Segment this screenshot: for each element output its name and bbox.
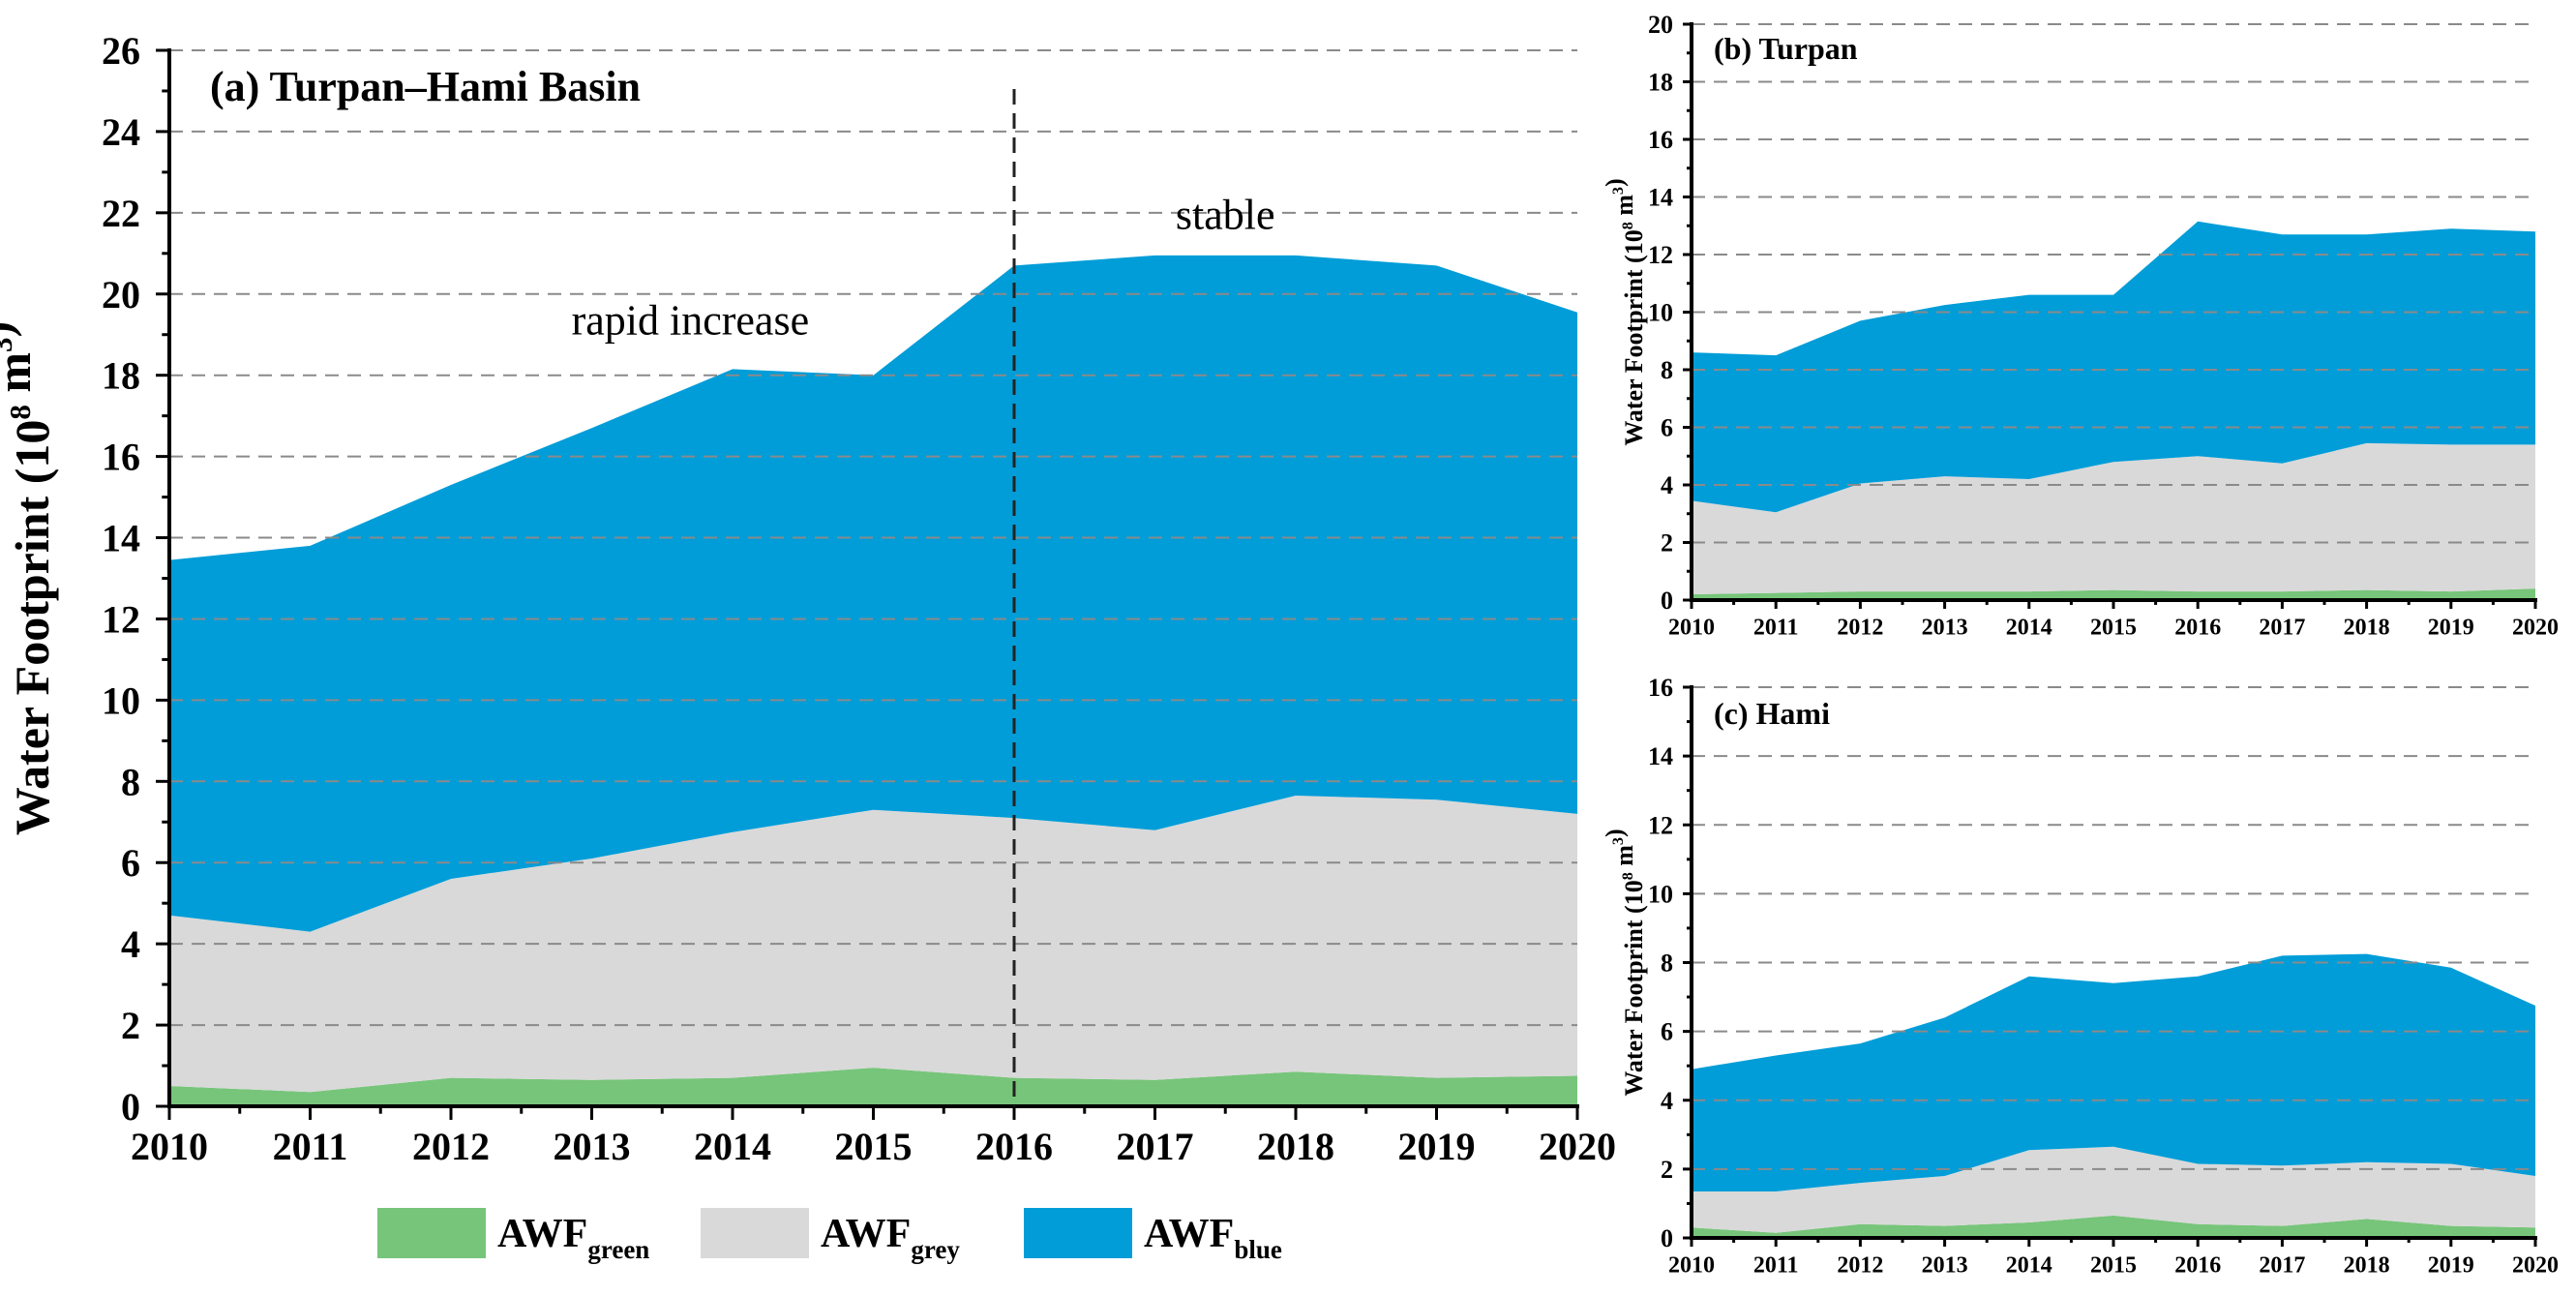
y-tick-label: 26 — [102, 29, 140, 73]
x-tick-label: 2012 — [1837, 615, 1883, 640]
y-tick-label: 20 — [1648, 11, 1673, 39]
x-tick-label: 2020 — [2512, 615, 2559, 640]
legend: AWFgreen AWFgrey AWFblue — [377, 1208, 1282, 1264]
area-awf-blue-panel-a — [169, 255, 1577, 932]
x-tick-label: 2015 — [2090, 1252, 2137, 1278]
chart-panel-b: 0 2 4 6 8 10 12 14 16 18 20 2010 2011 2012 2013 2014 201… — [1601, 11, 2559, 640]
x-tick-label: 2013 — [1922, 615, 1968, 640]
y-tick-label: 12 — [1648, 241, 1673, 269]
y-tick-label: 2 — [1661, 1156, 1673, 1184]
area-awf-green-panel-a — [169, 1068, 1577, 1106]
x-tick-label: 2018 — [2344, 1252, 2390, 1278]
x-tick-label: 2019 — [2428, 615, 2474, 640]
x-tick-label: 2018 — [2344, 615, 2390, 640]
y-tick-label: 4 — [1661, 471, 1673, 499]
x-tick-label: 2020 — [1539, 1125, 1616, 1168]
y-tick-label: 8 — [121, 760, 140, 803]
x-tick-label: 2016 — [975, 1125, 1053, 1168]
y-tick-label: 16 — [102, 436, 140, 479]
x-tick-label: 2015 — [835, 1125, 913, 1168]
x-tick-label: 2014 — [694, 1125, 771, 1168]
x-tick-label: 2016 — [2174, 615, 2221, 640]
y-tick-label: 12 — [1648, 811, 1673, 839]
x-tick-label: 2013 — [1922, 1252, 1968, 1278]
x-tick-label: 2010 — [1668, 1252, 1715, 1278]
x-tick-label: 2012 — [412, 1125, 490, 1168]
annotation-rapid-increase: rapid increase — [572, 297, 810, 345]
y-tick-label: 8 — [1661, 356, 1673, 384]
y-tick-label: 16 — [1648, 674, 1673, 702]
legend-swatch-blue — [1024, 1208, 1132, 1258]
y-tick-label: 18 — [1648, 69, 1673, 97]
x-tick-label: 2017 — [1117, 1125, 1194, 1168]
area-awf-grey-panel-b — [1692, 442, 2535, 594]
x-tick-label: 2019 — [2428, 1252, 2474, 1278]
x-tick-label: 2012 — [1837, 1252, 1883, 1278]
x-tick-label: 2014 — [2006, 1252, 2052, 1278]
x-tick-label: 2017 — [2259, 615, 2305, 640]
x-tick-label: 2013 — [554, 1125, 631, 1168]
y-tick-label: 14 — [1648, 742, 1673, 770]
y-tick-label: 10 — [102, 678, 140, 722]
area-awf-green-panel-c — [1692, 1215, 2535, 1238]
y-tick-label: 8 — [1661, 949, 1673, 978]
y-tick-label: 2 — [121, 1004, 140, 1047]
panel-title-a: (a) Turpan–Hami Basin — [210, 63, 641, 110]
legend-label-grey: AWFgrey — [821, 1212, 960, 1264]
y-tick-label: 14 — [102, 517, 140, 560]
legend-swatch-grey — [701, 1208, 809, 1258]
y-tick-label: 16 — [1648, 126, 1673, 154]
y-tick-label: 6 — [1661, 1018, 1673, 1046]
panel-title-b: (b) Turpan — [1714, 31, 1858, 66]
x-tick-label: 2019 — [1398, 1125, 1476, 1168]
y-tick-label: 0 — [121, 1085, 140, 1129]
area-awf-blue-panel-b — [1692, 221, 2535, 513]
x-tick-label: 2011 — [1753, 615, 1799, 640]
area-awf-green-panel-b — [1692, 588, 2535, 600]
x-tick-label: 2011 — [273, 1125, 348, 1168]
area-awf-grey-panel-a — [169, 796, 1577, 1093]
x-tick-label: 2018 — [1257, 1125, 1334, 1168]
y-tick-label: 22 — [102, 192, 140, 235]
x-tick-label: 2020 — [2512, 1252, 2559, 1278]
annotation-stable: stable — [1176, 192, 1275, 239]
y-tick-label: 20 — [102, 273, 140, 316]
x-tick-label: 2015 — [2090, 615, 2137, 640]
legend-swatch-green — [377, 1208, 486, 1258]
y-tick-label: 4 — [1661, 1087, 1673, 1115]
chart-panel-c: 0 2 4 6 8 10 12 14 16 2010 2011 2012 2013 2014 2015 201… — [1601, 674, 2559, 1278]
area-awf-blue-panel-c — [1692, 953, 2535, 1191]
x-tick-label: 2011 — [1753, 1252, 1799, 1278]
y-axis-label-b: Water Footprint (108 m3) — [1601, 178, 1648, 445]
panel-title-c: (c) Hami — [1714, 696, 1830, 731]
y-tick-label: 0 — [1661, 1224, 1673, 1252]
y-tick-label: 24 — [102, 110, 140, 154]
y-tick-label: 6 — [1661, 414, 1673, 442]
x-tick-label: 2016 — [2174, 1252, 2221, 1278]
x-tick-label: 2014 — [2006, 615, 2052, 640]
x-tick-label: 2010 — [131, 1125, 208, 1168]
legend-label-green: AWFgreen — [497, 1212, 649, 1264]
y-tick-label: 12 — [102, 597, 140, 641]
y-tick-label: 4 — [121, 922, 140, 966]
y-tick-label: 6 — [121, 841, 140, 885]
x-tick-label: 2010 — [1668, 615, 1715, 640]
x-tick-label: 2017 — [2259, 1252, 2305, 1278]
legend-label-blue: AWFblue — [1144, 1212, 1282, 1264]
y-axis-label-c: Water Footprint (108 m3) — [1601, 829, 1648, 1096]
y-tick-label: 10 — [1648, 880, 1673, 908]
y-tick-label: 2 — [1661, 529, 1673, 558]
y-axis-label-a: Water Footprint (108 m3) — [0, 321, 59, 835]
y-tick-label: 18 — [102, 354, 140, 398]
y-tick-label: 0 — [1661, 587, 1673, 615]
y-tick-label: 14 — [1648, 184, 1673, 212]
y-tick-label: 10 — [1648, 299, 1673, 327]
